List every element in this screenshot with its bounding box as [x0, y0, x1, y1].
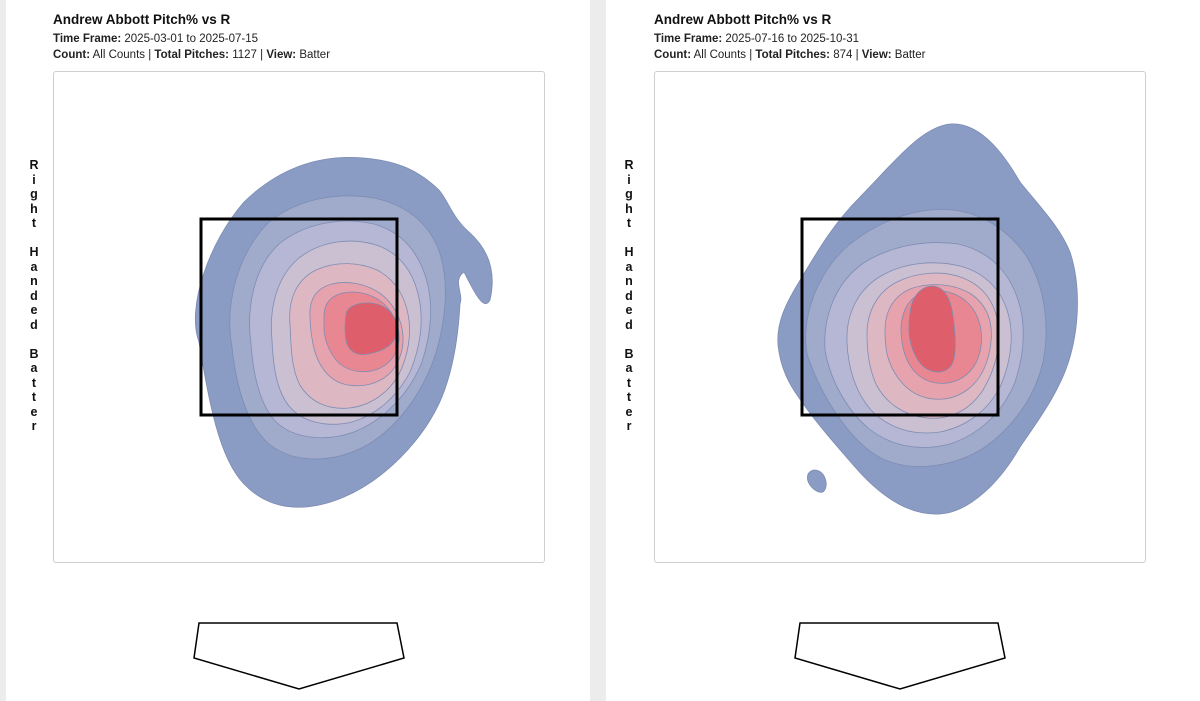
home-plate-icon: [794, 622, 1006, 690]
view-value: Batter: [299, 49, 331, 61]
count-value: All Counts: [92, 49, 146, 61]
time-frame-label: Time Frame:: [654, 33, 723, 45]
time-frame-value: 2025-07-16 to 2025-10-31: [725, 33, 860, 45]
count-label: Count:: [654, 49, 692, 61]
count-line: Count: All Counts | Total Pitches: 874 |…: [654, 49, 926, 61]
count-line: Count: All Counts | Total Pitches: 1127 …: [53, 49, 331, 61]
count-label: Count:: [53, 49, 91, 61]
total-pitches-label: Total Pitches:: [154, 49, 229, 61]
count-value: All Counts: [693, 49, 747, 61]
chart-title: Andrew Abbott Pitch% vs R: [654, 12, 832, 27]
density-contour-8: [908, 285, 956, 373]
heatmap-svg: [195, 156, 493, 508]
chart-panel-second-half: Andrew Abbott Pitch% vs R Time Frame: 20…: [606, 0, 1200, 701]
chart-panel-first-half: Andrew Abbott Pitch% vs R Time Frame: 20…: [6, 0, 590, 701]
view-value: Batter: [894, 49, 926, 61]
strike-zone: [800, 217, 1000, 417]
density-contour-8: [344, 302, 398, 355]
density-contour-1-outlier: [806, 469, 827, 493]
home-plate-icon: [193, 622, 405, 690]
total-pitches-label: Total Pitches:: [755, 49, 830, 61]
time-frame-line: Time Frame: 2025-03-01 to 2025-07-15: [53, 33, 258, 45]
heatmap-svg: [777, 123, 1078, 515]
time-frame-value: 2025-03-01 to 2025-07-15: [124, 33, 259, 45]
pitch-location-plot: [53, 71, 545, 563]
density-contours: [195, 156, 493, 508]
total-pitches-value: 874: [833, 49, 853, 61]
total-pitches-value: 1127: [232, 49, 257, 61]
strike-zone: [199, 217, 399, 417]
density-contours: [777, 123, 1078, 515]
view-label: View:: [266, 49, 297, 61]
pitch-location-plot: [654, 71, 1146, 563]
chart-title: Andrew Abbott Pitch% vs R: [53, 12, 231, 27]
view-label: View:: [861, 49, 892, 61]
time-frame-label: Time Frame:: [53, 33, 122, 45]
time-frame-line: Time Frame: 2025-07-16 to 2025-10-31: [654, 33, 859, 45]
